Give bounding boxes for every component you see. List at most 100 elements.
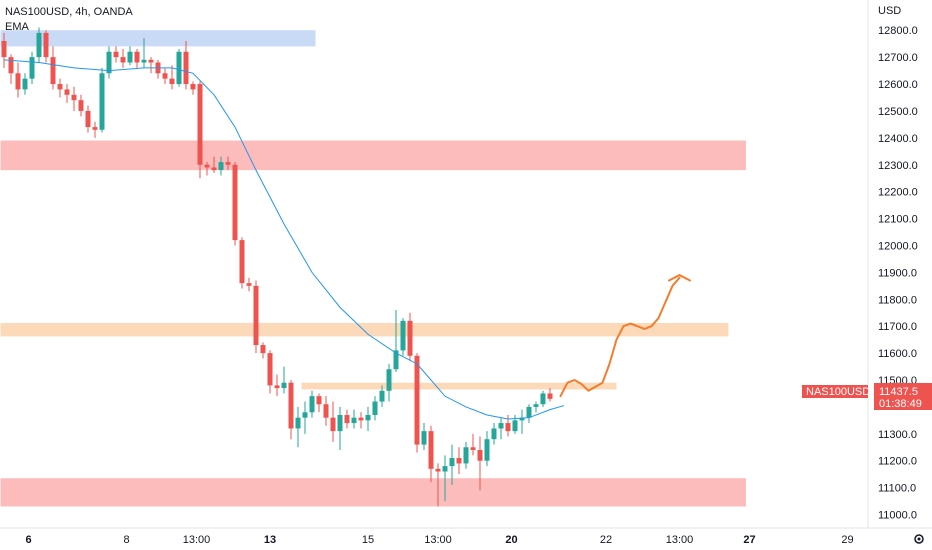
- candle: [526, 404, 532, 424]
- candle: [36, 27, 42, 63]
- candle: [162, 67, 168, 85]
- candle: [169, 65, 175, 90]
- candle-body: [106, 51, 112, 74]
- price-tag-value: 11437.5: [879, 386, 918, 398]
- candle: [323, 396, 329, 426]
- time-tick-label: 13: [264, 534, 276, 546]
- candle: [141, 38, 147, 68]
- ema-legend[interactable]: EMA: [5, 21, 29, 33]
- projection-layer: [559, 274, 691, 398]
- time-axis[interactable]: 6 8 13:00 13 15 13:00 20 22 13:00 27 29: [25, 534, 853, 546]
- candle-body: [533, 404, 539, 407]
- zone-red-4: [0, 478, 746, 507]
- time-tick-label: 20: [505, 534, 517, 546]
- candles-layer: [1, 27, 553, 507]
- candle-body: [43, 32, 49, 58]
- price-tick-label: 12000.0: [878, 240, 918, 252]
- price-axis-unit: USD: [878, 5, 901, 17]
- candle-body: [540, 393, 546, 405]
- candle-body: [253, 285, 259, 346]
- candle: [540, 390, 546, 407]
- candle: [183, 40, 189, 90]
- candle: [379, 385, 385, 407]
- candle-body: [309, 396, 315, 413]
- candle-body: [547, 393, 553, 399]
- zone-red-1: [0, 140, 746, 171]
- candle-body: [519, 417, 525, 421]
- candle: [57, 78, 63, 98]
- candle: [78, 94, 84, 117]
- candle: [449, 444, 455, 485]
- candle: [29, 51, 35, 85]
- price-tick-label: 12800.0: [878, 25, 918, 37]
- candle: [260, 342, 266, 359]
- candle-body: [351, 417, 357, 424]
- candle: [295, 406, 301, 448]
- candle-body: [512, 420, 518, 432]
- candle: [225, 156, 231, 171]
- candle: [211, 156, 217, 173]
- candle: [400, 318, 406, 356]
- candle-body: [8, 57, 14, 74]
- candle: [358, 412, 364, 429]
- candle-body: [267, 353, 273, 386]
- candle-body: [442, 466, 448, 472]
- candle: [274, 374, 280, 397]
- price-tick-label: 12600.0: [878, 79, 918, 91]
- candle-body: [449, 458, 455, 467]
- candle-body: [71, 94, 77, 101]
- candle: [463, 441, 469, 469]
- candle: [148, 57, 154, 74]
- candle-body: [246, 283, 252, 286]
- projection-arrowhead: [668, 274, 691, 282]
- candle-body: [470, 447, 476, 450]
- candle-body: [526, 406, 532, 418]
- candle: [190, 81, 196, 95]
- candle-body: [176, 51, 182, 85]
- candle: [113, 46, 119, 63]
- candle-body: [92, 127, 98, 130]
- time-tick-label: 13:00: [183, 534, 211, 546]
- zone-orange-3: [301, 382, 617, 390]
- candle-body: [295, 417, 301, 429]
- candle: [267, 350, 273, 394]
- candle-body: [414, 355, 420, 445]
- candle-body: [505, 423, 511, 432]
- candle-body: [281, 382, 287, 389]
- candle: [92, 121, 98, 138]
- candle: [127, 46, 133, 66]
- candle-body: [50, 57, 56, 85]
- candle-body: [372, 401, 378, 415]
- candle: [519, 409, 525, 434]
- candle: [344, 409, 350, 429]
- time-tick-label: 8: [123, 534, 129, 546]
- candle: [421, 423, 427, 450]
- time-tick-label: 22: [600, 534, 612, 546]
- candle-body: [197, 84, 203, 165]
- candle-body: [379, 390, 385, 402]
- price-tick-label: 11200.0: [878, 456, 917, 468]
- symbol-tag-label: NAS100USD: [806, 386, 870, 398]
- price-tick-label: 11800.0: [878, 294, 917, 306]
- candle: [218, 156, 224, 176]
- candle: [99, 67, 105, 133]
- price-tag-bg: [874, 383, 932, 410]
- candle-body: [1, 40, 7, 58]
- candle: [337, 406, 343, 450]
- candle: [1, 32, 7, 68]
- price-tick-label: 12500.0: [878, 106, 918, 118]
- price-axis[interactable]: 12800.0 12700.0 12600.0 12500.0 12400.0 12300…: [878, 25, 918, 521]
- candle: [330, 401, 336, 442]
- candle: [407, 312, 413, 362]
- candle-body: [162, 73, 168, 79]
- candle: [372, 396, 378, 421]
- candle: [232, 162, 238, 246]
- candle: [512, 414, 518, 434]
- symbol-legend[interactable]: NAS100USD, 4h, OANDA: [5, 6, 133, 18]
- candle-body: [190, 84, 196, 90]
- time-tick-label: 13:00: [666, 534, 694, 546]
- candle: [302, 401, 308, 434]
- candle-body: [64, 89, 70, 95]
- settings-gear-icon[interactable]: [912, 532, 926, 546]
